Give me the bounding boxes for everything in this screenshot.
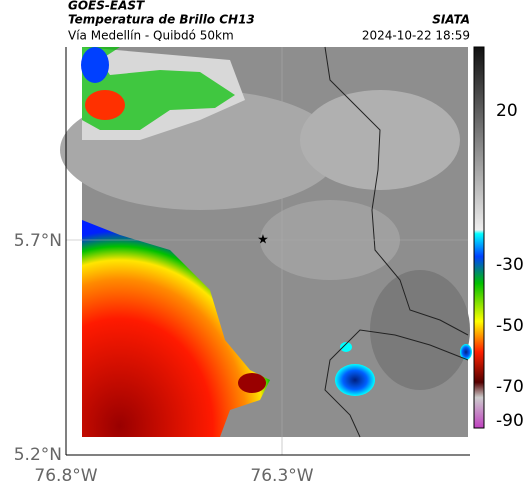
x-label: 76.8°W [34,466,97,486]
colorbar-label: -70 [496,377,524,397]
subtitle: Vía Medellín - Quibdó 50km [68,29,234,43]
satellite-image: ★ [60,46,472,455]
x-label: 76.3°W [250,466,313,486]
timestamp: 2024-10-22 18:59 [362,29,470,43]
source: GOES-EAST [68,0,145,13]
colorbar-label: 20 [496,101,518,121]
y-label: 5.2°N [14,445,62,465]
colorbar [473,46,485,429]
brand: SIATA [432,13,470,27]
svg-text:★: ★ [257,233,269,248]
title: Temperatura de Brillo CH13 [68,13,255,27]
colorbar-label: -30 [496,255,524,275]
colorbar-label: -50 [496,316,524,336]
colorbar-label: -90 [496,411,524,431]
y-label: 5.7°N [14,231,62,251]
